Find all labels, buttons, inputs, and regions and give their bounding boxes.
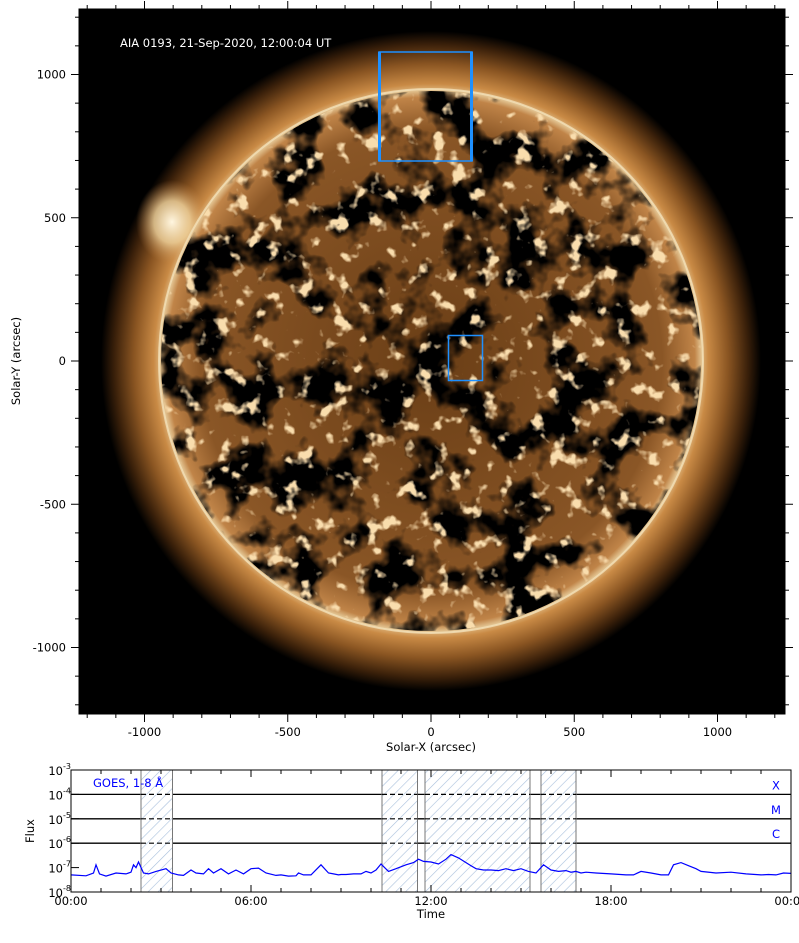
goes-legend: GOES, 1-8 Å <box>93 775 163 790</box>
goes-y-axis-label: Flux <box>23 819 37 843</box>
image-title: AIA 0193, 21-Sep-2020, 12:00:04 UT <box>120 36 332 50</box>
time-tick-label: 18:00 <box>594 894 627 908</box>
y-tick-label: 0 <box>59 354 66 368</box>
flux-tick-exponent: -6 <box>63 835 71 844</box>
flux-tick-exponent: -4 <box>63 786 71 795</box>
flux-tick-base: 10 <box>48 813 63 827</box>
flare-class-label: C <box>772 827 780 841</box>
time-tick-label: 00:00 <box>774 894 799 908</box>
flux-tick-exponent: -8 <box>63 884 71 893</box>
roi-box-center[interactable] <box>447 334 484 382</box>
goes-flux-line <box>71 853 791 877</box>
roi-box-north-left-edge <box>378 52 381 161</box>
roi-box-north-right-edge <box>470 52 473 161</box>
active-region-texture <box>161 91 701 631</box>
goes-frame <box>70 769 792 893</box>
time-tick-label: 00:00 <box>54 894 87 908</box>
image-frame <box>78 8 786 715</box>
y-tick-label: -500 <box>40 497 66 511</box>
y-tick-label: 500 <box>44 211 66 225</box>
flux-tick-base: 10 <box>48 862 63 876</box>
goes-panel: XMC 00:0006:0012:0018:0000:0010-310-410-… <box>23 762 799 921</box>
image-y-axis-label: Solar-Y (arcsec) <box>9 317 23 405</box>
image-x-axis-label: Solar-X (arcsec) <box>386 740 476 754</box>
flux-tick-base: 10 <box>48 886 63 900</box>
image-axis-ticks: -1000 -500 0 500 1000 1000 500 0 -500 -1000 <box>33 1 793 739</box>
solar-limb <box>158 88 704 634</box>
flare-class-label: M <box>771 803 781 817</box>
shaded-interval <box>424 769 531 893</box>
x-tick-label: 500 <box>563 725 585 739</box>
shaded-interval <box>381 769 418 893</box>
flux-tick-exponent: -7 <box>63 860 71 869</box>
shaded-interval <box>540 769 577 893</box>
flux-tick-exponent: -3 <box>63 762 71 771</box>
x-tick-label: -500 <box>275 725 301 739</box>
goes-axis-ticks: 00:0006:0012:0018:0000:0010-310-410-510-… <box>48 762 799 908</box>
y-tick-label: 1000 <box>37 68 66 82</box>
flux-tick-base: 10 <box>48 837 63 851</box>
x-tick-label: 1000 <box>703 725 732 739</box>
x-tick-label: -1000 <box>128 725 161 739</box>
flux-tick-base: 10 <box>48 764 63 778</box>
time-tick-label: 06:00 <box>234 894 267 908</box>
y-tick-label: -1000 <box>33 641 66 655</box>
flux-tick-exponent: -5 <box>63 811 71 820</box>
time-tick-label: 12:00 <box>414 894 447 908</box>
flux-tick-base: 10 <box>48 788 63 802</box>
x-tick-label: 0 <box>427 725 434 739</box>
goes-x-axis-label: Time <box>416 907 445 921</box>
aia-image-panel: AIA 0193, 21-Sep-2020, 12:00:04 UT -1000… <box>9 1 793 754</box>
flare-class-label: X <box>772 778 780 792</box>
